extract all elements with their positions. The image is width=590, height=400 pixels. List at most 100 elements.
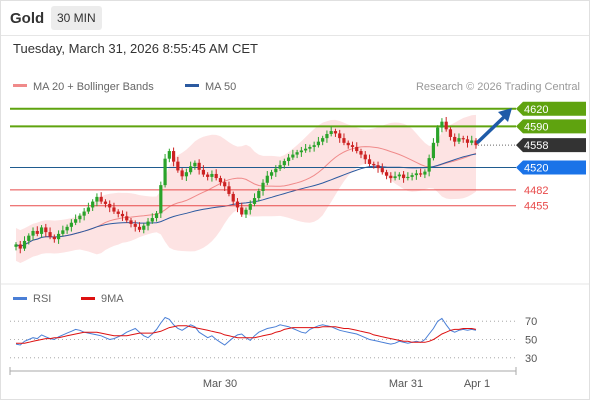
candle [346,142,350,146]
candle [99,196,103,202]
rsi-legend-swatch [81,297,95,300]
candle [401,174,406,179]
candle [355,146,359,152]
candle [154,213,159,219]
candle [321,138,325,142]
candle [240,207,244,215]
level-label-4455: 4455 [524,201,548,213]
candle [295,152,299,155]
candle [419,173,423,175]
candle [18,244,22,249]
candle [48,232,52,237]
candle [231,193,235,202]
candle [163,158,167,186]
level-label-4558: 4558 [524,140,548,152]
candle [393,176,397,179]
candle [431,142,436,159]
level-label-4590: 4590 [524,121,548,133]
candle [269,172,274,176]
candle [82,211,86,216]
header-bar: Gold 30 MIN [0,0,590,36]
x-tick-label: Mar 31 [389,378,423,390]
candle [282,161,286,166]
candle [244,209,248,215]
candle [27,235,31,241]
candle [316,141,321,146]
candle [274,168,278,173]
candle [308,146,312,149]
candle [137,226,142,230]
level-tag-4590 [516,119,586,134]
timeframe-badge[interactable]: 30 MIN [51,6,102,30]
candle [201,169,206,175]
x-tick-label: Apr 1 [464,378,490,390]
candle [69,222,73,227]
candle [171,151,176,162]
candle [14,244,18,247]
candle [359,151,363,155]
candle [265,175,269,183]
candle [78,215,82,220]
candle [325,134,329,139]
candle [184,172,188,177]
rsi-tick-label: 50 [525,335,537,347]
candle [470,140,474,143]
candle [125,216,129,221]
candle [197,162,201,170]
candle [133,223,137,227]
candle [31,230,35,236]
level-label-4482: 4482 [524,185,548,197]
rsi-ma-line [16,325,477,344]
watermark: Research © 2026 Trading Central [416,81,580,93]
candle [461,138,465,140]
candle [465,139,470,143]
candle [448,129,453,137]
candle [142,225,146,230]
candle [384,172,389,176]
candle [214,173,218,179]
rsi-legend-swatch [13,297,27,300]
candle [423,171,427,175]
candle [397,174,401,177]
symbol-title: Gold [10,10,45,27]
rsi-legend-label: RSI [33,293,51,305]
candle [257,191,261,199]
candle [91,201,95,208]
legend-swatch [185,84,199,87]
candle [112,207,116,212]
candle [22,240,27,249]
candle [206,174,210,177]
candle [146,221,150,226]
rsi-tick-label: 30 [525,353,537,365]
candle [218,178,223,183]
candle [86,207,91,212]
candle [286,157,291,162]
candle [350,145,355,147]
candle [338,133,342,139]
candle [457,138,461,142]
candle [440,121,444,128]
chart-datetime: Tuesday, March 31, 2026 8:55:45 AM CET [13,41,258,56]
candle [65,226,69,231]
candle [159,185,163,214]
level-tag-4558 [516,138,586,153]
candle [74,219,78,223]
level-label-4520: 4520 [524,163,548,175]
candle [261,182,265,191]
candle [150,218,154,222]
candle [180,170,184,177]
candle [406,176,410,179]
candle [367,159,372,164]
candle [167,151,171,159]
candle [227,186,231,194]
candle [44,227,48,233]
candle [193,162,197,167]
candle [299,150,303,153]
candle [312,145,316,147]
forecast-arrowhead [498,108,512,122]
candle [427,158,431,172]
forecast-arrow [476,116,505,144]
candle [436,127,440,143]
candle [304,148,308,151]
level-label-4620: 4620 [524,104,548,116]
